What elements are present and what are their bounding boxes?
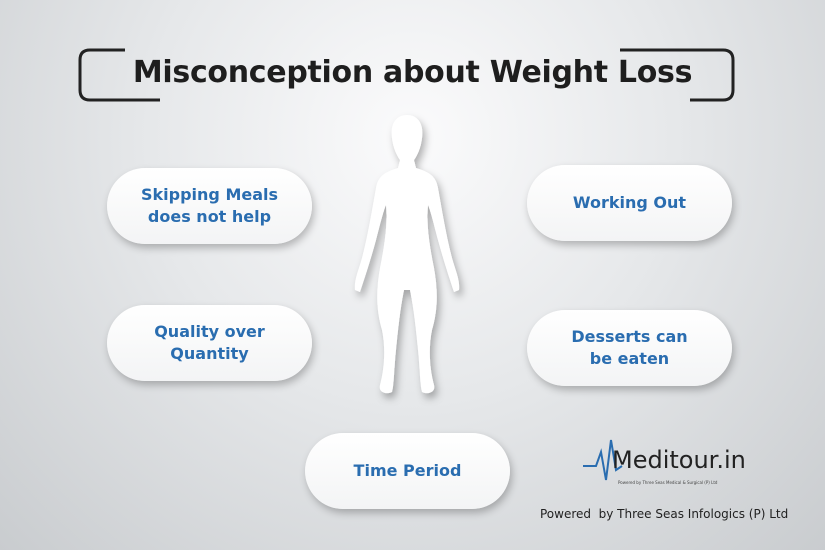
silhouette [354, 115, 460, 394]
logo-heartbeat [583, 439, 623, 481]
pill-text: Desserts can [571, 327, 688, 346]
pill-text: Time Period [353, 461, 462, 480]
pill: Skipping Meals does not help [107, 168, 312, 244]
pill-text: does not help [147, 207, 272, 226]
pill-text: Working Out [572, 193, 687, 212]
pill-text: Quantity [170, 344, 249, 363]
logo-tagline: Powered by Three Seas Medical & Surgical… [618, 480, 718, 485]
pill-text: Quality over [154, 322, 265, 341]
footer: Powered by Three Seas Infologics (P) Ltd [540, 507, 789, 521]
title-frame-left [78, 48, 160, 102]
title: Misconception about Weight Loss [132, 55, 693, 90]
pill: Quality over Quantity [107, 305, 312, 381]
pill: Desserts can be eaten [527, 310, 732, 386]
pill-text: Skipping Meals [140, 185, 279, 204]
pill: Working Out [527, 165, 732, 241]
pill: Time Period [305, 433, 510, 509]
pill-text: be eaten [589, 349, 670, 368]
title-frame-right [620, 48, 735, 102]
logo-name: Meditour.in [612, 446, 746, 474]
